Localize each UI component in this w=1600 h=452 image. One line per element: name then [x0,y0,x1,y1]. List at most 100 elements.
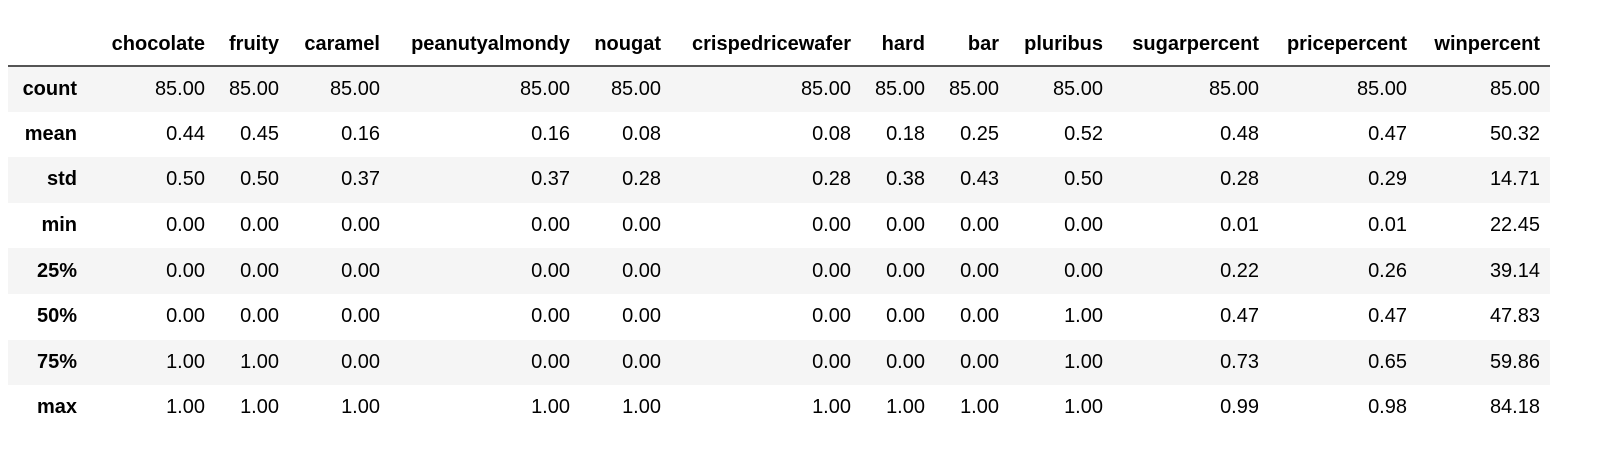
table-cell: 0.01 [1368,214,1407,237]
table-cell: 0.00 [622,305,661,328]
column-header-hard: hard [861,24,935,67]
table-cell: 85.00 [519,77,570,100]
table-cell: 0.00 [166,259,205,282]
table-cell: 0.26 [1368,259,1407,282]
table-cell: 85.00 [610,77,661,100]
table-cell: 0.00 [341,350,380,373]
table-cell: 85.00 [228,77,279,100]
table-cell: 1.00 [886,396,925,419]
table-cell: 1.00 [341,396,380,419]
table-cell: 0.50 [1064,168,1103,191]
table-cell: 1.00 [960,396,999,419]
table-cell: 0.50 [166,168,205,191]
table-cell: 0.22 [1220,259,1259,282]
table-cell: 0.99 [1220,396,1259,419]
table-cell: 85.00 [1489,77,1540,100]
row-label: count [22,77,77,100]
table-cell: 0.29 [1368,168,1407,191]
table-cell: 1.00 [240,350,279,373]
table-cell: 0.00 [341,259,380,282]
corner-cell [8,24,87,67]
table-cell: 85.00 [874,77,925,100]
table-cell: 47.83 [1489,305,1540,328]
table-cell: 59.86 [1489,350,1540,373]
table-cell: 1.00 [531,396,570,419]
table-cell: 0.01 [1220,214,1259,237]
column-header-nougat: nougat [580,24,671,67]
table-cell: 0.00 [960,214,999,237]
table-row: std 0.50 0.50 0.37 0.37 0.28 0.28 0.38 0.43 0.50 0… [8,157,1550,203]
table-cell: 85.00 [154,77,205,100]
table-cell: 0.00 [886,305,925,328]
table-cell: 0.00 [240,259,279,282]
table-cell: 0.52 [1064,122,1103,145]
table-row: max 1.00 1.00 1.00 1.00 1.00 1.00 1.00 1.00 1.00 0… [8,385,1550,431]
table-body: count 85.00 85.00 85.00 85.00 85.00 85.00 85.00… [8,66,1550,431]
row-label: std [47,168,77,191]
column-header-caramel: caramel [289,24,390,67]
table-cell: 0.45 [240,122,279,145]
table-cell: 0.98 [1368,396,1407,419]
row-label: 25% [36,259,77,282]
table-row: mean 0.44 0.45 0.16 0.16 0.08 0.08 0.18 0.25 0.52… [8,111,1550,158]
row-label: 75% [36,350,77,373]
table-cell: 0.16 [531,122,570,145]
table-cell: 0.00 [812,259,851,282]
table-cell: 22.45 [1489,214,1540,237]
table-cell: 0.00 [341,214,380,237]
table-header: chocolate fruity caramel peanutyalmondy … [8,24,1550,67]
header-row: chocolate fruity caramel peanutyalmondy … [8,24,1550,67]
table-cell: 0.47 [1220,305,1259,328]
table-cell: 85.00 [800,77,851,100]
table-cell: 14.71 [1489,168,1540,191]
table-cell: 1.00 [1064,350,1103,373]
table-cell: 0.37 [531,168,570,191]
table-cell: 0.00 [960,350,999,373]
table-cell: 1.00 [166,350,205,373]
table-cell: 0.50 [240,168,279,191]
table-cell: 0.00 [240,214,279,237]
table-cell: 50.32 [1489,122,1540,145]
table-cell: 84.18 [1489,396,1540,419]
row-label: max [36,396,77,419]
table-cell: 0.00 [622,259,661,282]
table-cell: 0.73 [1220,350,1259,373]
table-cell: 0.08 [622,122,661,145]
table-cell: 85.00 [1356,77,1407,100]
table-cell: 85.00 [1208,77,1259,100]
table-cell: 0.28 [1220,168,1259,191]
table-cell: 0.00 [341,305,380,328]
table-cell: 0.00 [531,259,570,282]
table-cell: 0.25 [960,122,999,145]
table-cell: 0.00 [886,350,925,373]
table-cell: 0.00 [812,350,851,373]
table-cell: 0.48 [1220,122,1259,145]
table-cell: 0.00 [812,214,851,237]
table-cell: 0.38 [886,168,925,191]
table-cell: 0.00 [886,214,925,237]
column-header-sugarpercent: sugarpercent [1113,24,1269,67]
describe-table: chocolate fruity caramel peanutyalmondy … [8,24,1550,431]
table-cell: 1.00 [622,396,661,419]
table-cell: 1.00 [166,396,205,419]
column-header-peanutyalmondy: peanutyalmondy [390,24,580,67]
table-cell: 0.00 [960,259,999,282]
table-cell: 0.00 [886,259,925,282]
table-cell: 0.00 [531,214,570,237]
table-cell: 85.00 [1052,77,1103,100]
table-row: 50% 0.00 0.00 0.00 0.00 0.00 0.00 0.00 0.00 1.00 0… [8,293,1550,340]
column-header-fruity: fruity [215,24,289,67]
table-cell: 85.00 [329,77,380,100]
table-cell: 0.00 [1064,259,1103,282]
column-header-pricepercent: pricepercent [1269,24,1417,67]
table-cell: 0.37 [341,168,380,191]
column-header-crispedricewafer: crispedricewafer [671,24,861,67]
table-cell: 0.08 [812,122,851,145]
table-cell: 0.47 [1368,122,1407,145]
row-label: mean [24,122,77,145]
table-cell: 0.28 [812,168,851,191]
table-cell: 0.00 [622,214,661,237]
table-row: count 85.00 85.00 85.00 85.00 85.00 85.00 85.00… [8,66,1550,112]
table-cell: 0.65 [1368,350,1407,373]
